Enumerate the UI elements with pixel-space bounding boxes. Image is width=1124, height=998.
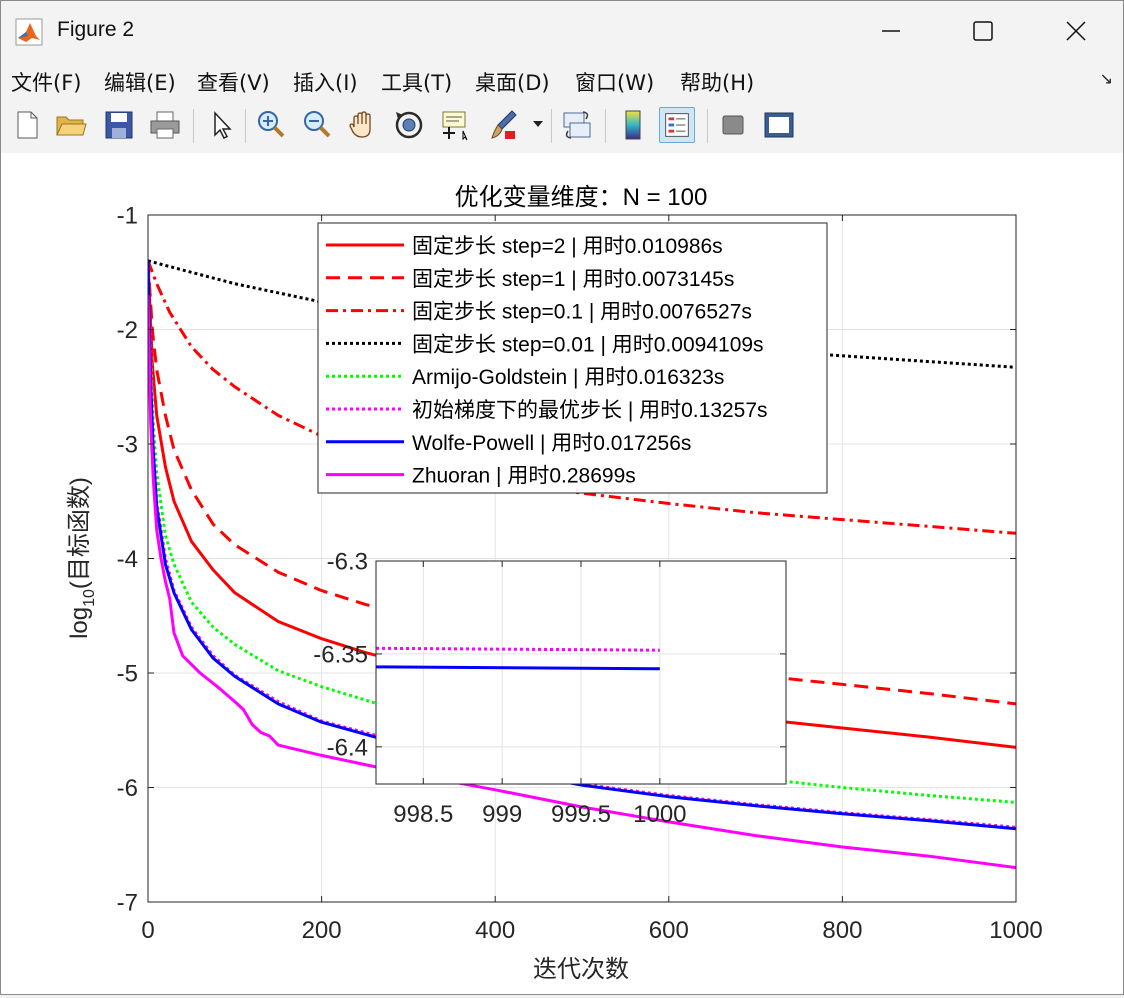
title-bar: Figure 2 bbox=[1, 1, 1123, 63]
legend-entry-7: Zhuoran | 用时0.28699s bbox=[412, 465, 636, 488]
menu-desktop[interactable]: 桌面(D) bbox=[475, 71, 550, 95]
figure-canvas: 0 200 400 600 800 1000 -1 -2 -3 -4 -5 -6 -7 优化变量维度：N … bbox=[1, 153, 1123, 994]
toolbar-separator bbox=[551, 109, 552, 143]
pan-icon[interactable] bbox=[345, 107, 381, 143]
print-icon[interactable] bbox=[147, 107, 183, 143]
pointer-icon[interactable] bbox=[203, 107, 239, 143]
x-tick-label: 800 bbox=[822, 917, 862, 944]
series-group bbox=[376, 646, 660, 671]
legend-entry-5: 初始梯度下的最优步长 | 用时0.13257s bbox=[412, 399, 768, 422]
zoom-out-icon[interactable] bbox=[299, 107, 335, 143]
window-title: Figure 2 bbox=[57, 18, 135, 41]
legend-entry-3: 固定步长 step=0.01 | 用时0.0094109s bbox=[412, 333, 764, 356]
y-tick-label: -2 bbox=[117, 317, 138, 344]
show-plot-tools-icon[interactable] bbox=[761, 107, 797, 143]
x-tick-label: 1000 bbox=[989, 917, 1042, 944]
y-axis-label: log10(目标函数) bbox=[66, 477, 98, 639]
legend-icon[interactable] bbox=[659, 107, 695, 143]
zoom-in-icon[interactable] bbox=[253, 107, 289, 143]
y-tick-label: -3 bbox=[117, 432, 138, 459]
chart-svg: 0 200 400 600 800 1000 -1 -2 -3 -4 -5 -6 -7 优化变量维度：N … bbox=[66, 184, 1043, 983]
x-tick-label: 600 bbox=[649, 917, 689, 944]
open-file-icon[interactable] bbox=[53, 107, 89, 143]
legend-entry-0: 固定步长 step=2 | 用时0.010986s bbox=[412, 235, 723, 258]
data-cursor-icon[interactable] bbox=[437, 107, 473, 143]
toolbar-separator bbox=[193, 109, 194, 143]
menu-help[interactable]: 帮助(H) bbox=[680, 71, 755, 95]
series-line-0 bbox=[376, 646, 660, 652]
y-axis-label-base: log bbox=[66, 607, 93, 639]
save-icon[interactable] bbox=[101, 107, 137, 143]
new-figure-icon[interactable] bbox=[9, 107, 45, 143]
y-tick-label: -1 bbox=[117, 203, 138, 230]
legend-entry-2: 固定步长 step=0.1 | 用时0.0076527s bbox=[412, 301, 752, 324]
x-tick-label: 0 bbox=[141, 917, 154, 944]
y-tick-label: -6.4 bbox=[327, 734, 368, 761]
y-tick-label: -4 bbox=[117, 546, 138, 573]
legend-entry-6: Wolfe-Powell | 用时0.017256s bbox=[412, 432, 691, 455]
x-tick-label: 400 bbox=[475, 917, 515, 944]
menu-file[interactable]: 文件(F) bbox=[11, 71, 82, 95]
series-line-1 bbox=[376, 665, 660, 671]
matlab-logo-icon bbox=[15, 18, 43, 46]
chart-title: 优化变量维度：N = 100 bbox=[455, 184, 708, 211]
dock-arrow-icon[interactable]: ↘ bbox=[1099, 69, 1113, 88]
colorbar-icon[interactable] bbox=[615, 107, 651, 143]
rotate-3d-icon[interactable] bbox=[391, 107, 427, 143]
y-tick-label: -6.3 bbox=[327, 549, 368, 576]
y-tick-label: -5 bbox=[117, 661, 138, 688]
menu-bar: 文件(F) 编辑(E) 查看(V) 插入(I) 工具(T) 桌面(D) 窗口(W… bbox=[1, 63, 1123, 99]
series-line-7 bbox=[148, 295, 1016, 870]
toolbar-separator bbox=[707, 109, 708, 143]
minimize-button[interactable] bbox=[861, 9, 921, 53]
inset-axes: 998.5 999 999.5 1000 -6.3 -6.35 -6.4 bbox=[313, 549, 787, 828]
brush-dropdown-icon[interactable] bbox=[531, 119, 545, 129]
x-tick-label: 999 bbox=[482, 801, 522, 828]
link-plot-icon[interactable] bbox=[559, 107, 595, 143]
y-axis-label-rest: (目标函数) bbox=[66, 477, 93, 589]
legend: 固定步长 step=2 | 用时0.010986s 固定步长 step=1 | 用… bbox=[317, 222, 828, 494]
x-tick-label: 1000 bbox=[633, 801, 686, 828]
y-tick-label: -6.35 bbox=[313, 642, 368, 669]
x-tick-label: 999.5 bbox=[551, 801, 611, 828]
menu-window[interactable]: 窗口(W) bbox=[575, 71, 655, 95]
menu-edit[interactable]: 编辑(E) bbox=[104, 71, 176, 95]
legend-box bbox=[317, 222, 828, 494]
legend-entry-4: Armijo-Goldstein | 用时0.016323s bbox=[412, 366, 724, 389]
maximize-button[interactable] bbox=[953, 9, 1013, 53]
x-tick-label: 200 bbox=[302, 917, 342, 944]
hide-plot-tools-icon[interactable] bbox=[715, 107, 751, 143]
y-tick-label: -7 bbox=[117, 890, 138, 917]
menu-view[interactable]: 查看(V) bbox=[197, 71, 270, 95]
series-line-6 bbox=[148, 260, 1016, 831]
y-tick-label: -6 bbox=[117, 775, 138, 802]
menu-insert[interactable]: 插入(I) bbox=[293, 71, 358, 95]
legend-entry-1: 固定步长 step=1 | 用时0.0073145s bbox=[412, 268, 734, 291]
y-axis-label-sub: 10 bbox=[81, 589, 98, 607]
figure-toolbar bbox=[1, 99, 1123, 154]
x-axis-label: 迭代次数 bbox=[533, 956, 629, 983]
x-tick-label: 998.5 bbox=[393, 801, 453, 828]
close-button[interactable] bbox=[1046, 9, 1106, 53]
menu-tools[interactable]: 工具(T) bbox=[381, 71, 453, 95]
toolbar-separator bbox=[245, 109, 246, 143]
brush-icon[interactable] bbox=[485, 107, 521, 143]
toolbar-separator bbox=[605, 109, 606, 143]
